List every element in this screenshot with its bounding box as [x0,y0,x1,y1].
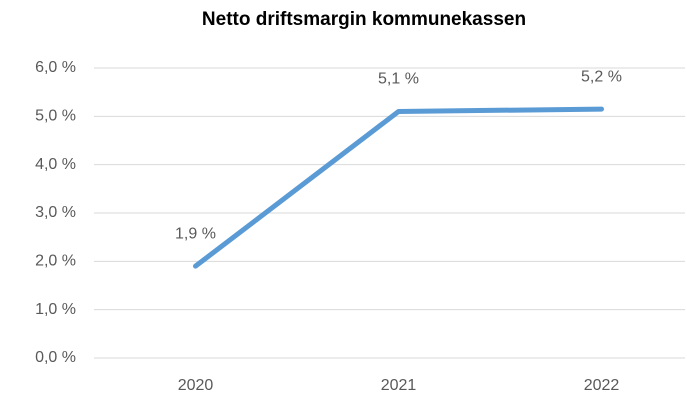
chart-title: Netto driftsmargin kommunekassen [202,9,526,30]
y-tick-label: 1,0 % [35,301,76,318]
line [193,106,604,269]
y-tick-label: 3,0 % [35,204,76,221]
y-tick-label: 2,0 % [35,253,76,270]
y-tick-label: 4,0 % [35,156,76,173]
data-label: 5,2 % [581,68,622,85]
x-tick-label: 2020 [178,377,214,394]
y-tick-label: 6,0 % [35,59,76,76]
y-tick-label: 0,0 % [35,349,76,366]
x-tick-label: 2021 [381,377,417,394]
y-tick-label: 5,0 % [35,108,76,125]
data-label: 5,1 % [378,71,419,88]
data-label: 1,9 % [175,225,216,242]
x-tick-label: 2022 [584,377,620,394]
